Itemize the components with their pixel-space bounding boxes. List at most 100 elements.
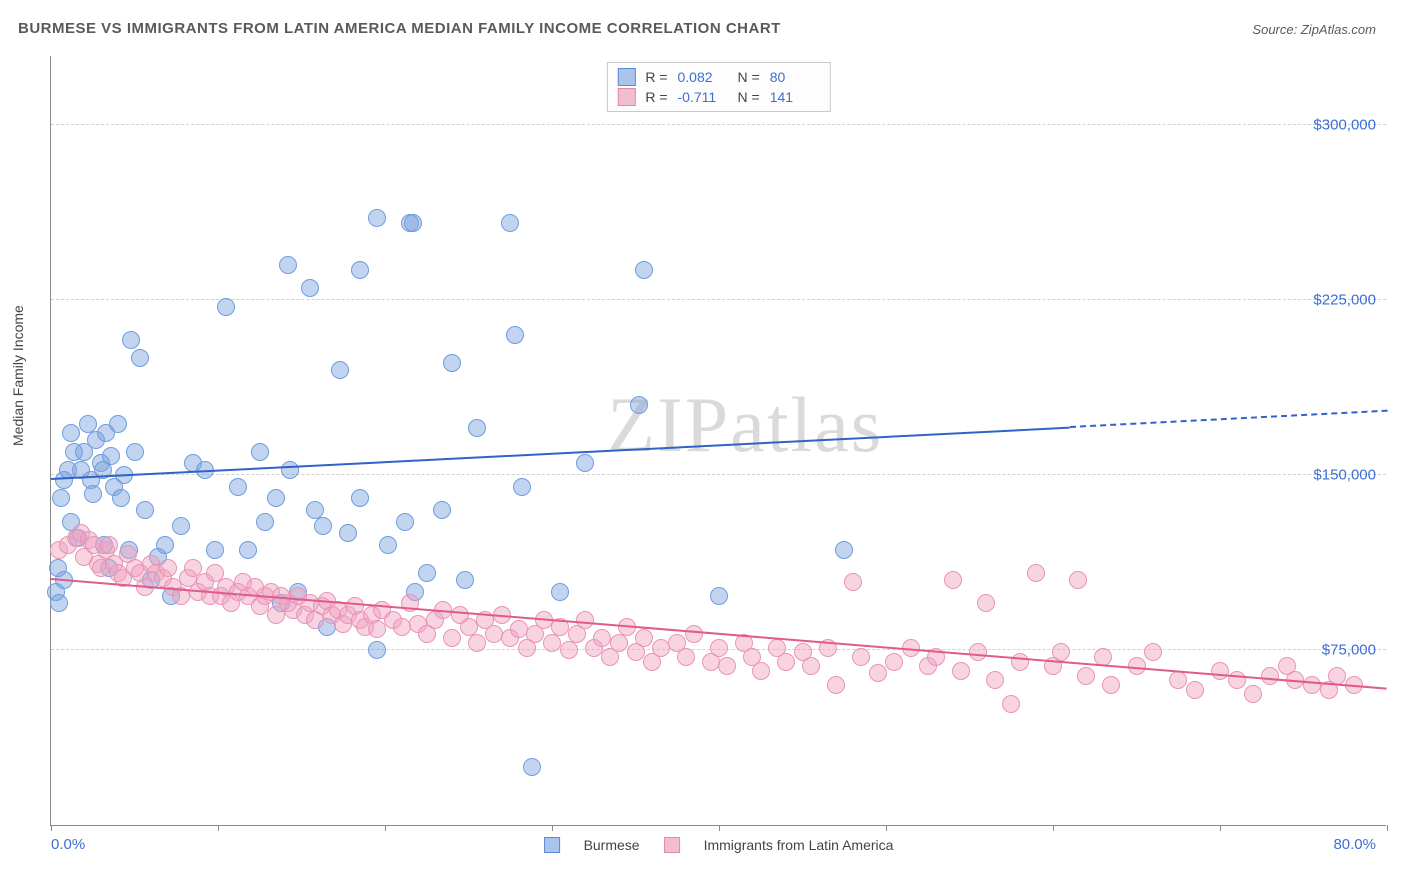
scatter-point [156, 536, 174, 554]
swatch-series-2 [617, 88, 635, 106]
scatter-point [1077, 667, 1095, 685]
stat-n-value-1: 80 [770, 69, 820, 85]
scatter-point [460, 618, 478, 636]
x-axis-tick [385, 825, 386, 831]
y-axis-tick-label: $75,000 [1322, 642, 1376, 659]
x-axis-tick [719, 825, 720, 831]
scatter-point [1261, 667, 1279, 685]
scatter-point [126, 443, 144, 461]
scatter-point [84, 485, 102, 503]
scatter-point [239, 541, 257, 559]
plot-area: ZIPatlas R = 0.082 N = 80 R = -0.711 N =… [50, 56, 1386, 826]
scatter-point [351, 261, 369, 279]
scatter-point [443, 629, 461, 647]
scatter-point [777, 653, 795, 671]
chart-title: BURMESE VS IMMIGRANTS FROM LATIN AMERICA… [18, 20, 781, 37]
scatter-point [501, 214, 519, 232]
trend-line [51, 426, 1070, 479]
scatter-point [136, 501, 154, 519]
scatter-point [368, 620, 386, 638]
y-axis-tick-label: $225,000 [1313, 292, 1376, 309]
scatter-point [79, 415, 97, 433]
scatter-point [885, 653, 903, 671]
y-axis-tick-label: $300,000 [1313, 117, 1376, 134]
scatter-point [752, 662, 770, 680]
scatter-point [351, 489, 369, 507]
scatter-point [468, 419, 486, 437]
source-label: Source: [1252, 22, 1297, 37]
scatter-point [652, 639, 670, 657]
scatter-point [560, 641, 578, 659]
source-attribution: Source: ZipAtlas.com [1252, 22, 1376, 37]
scatter-point [1211, 662, 1229, 680]
stats-row-series-2: R = -0.711 N = 141 [617, 87, 819, 107]
scatter-point [102, 447, 120, 465]
series-legend: Burmese Immigrants from Latin America [544, 837, 894, 853]
scatter-point [1186, 681, 1204, 699]
scatter-point [485, 625, 503, 643]
scatter-point [62, 424, 80, 442]
scatter-point [1102, 676, 1120, 694]
scatter-point [802, 657, 820, 675]
x-axis-max-label: 80.0% [1333, 836, 1376, 853]
scatter-point [306, 501, 324, 519]
scatter-point [281, 461, 299, 479]
scatter-point [404, 214, 422, 232]
scatter-point [217, 298, 235, 316]
gridline [51, 474, 1386, 475]
scatter-point [122, 331, 140, 349]
scatter-point [396, 513, 414, 531]
scatter-point [635, 629, 653, 647]
stat-n-label: N = [738, 89, 760, 105]
legend-label-2: Immigrants from Latin America [704, 837, 894, 853]
scatter-point [443, 354, 461, 372]
scatter-point [610, 634, 628, 652]
scatter-point [835, 541, 853, 559]
scatter-point [468, 634, 486, 652]
scatter-point [172, 517, 190, 535]
scatter-point [685, 625, 703, 643]
scatter-point [1328, 667, 1346, 685]
scatter-point [339, 524, 357, 542]
scatter-point [1027, 564, 1045, 582]
scatter-point [944, 571, 962, 589]
scatter-point [635, 261, 653, 279]
scatter-point [593, 629, 611, 647]
x-axis-tick [51, 825, 52, 831]
scatter-point [1052, 643, 1070, 661]
scatter-point [1169, 671, 1187, 689]
gridline [51, 299, 1386, 300]
trend-line-extrapolated [1070, 410, 1387, 428]
scatter-point [630, 396, 648, 414]
x-axis-tick [886, 825, 887, 831]
scatter-point [576, 611, 594, 629]
scatter-point [986, 671, 1004, 689]
stat-n-value-2: 141 [770, 89, 820, 105]
stat-n-label: N = [738, 69, 760, 85]
legend-label-1: Burmese [584, 837, 640, 853]
swatch-series-1 [617, 68, 635, 86]
scatter-point [827, 676, 845, 694]
stat-r-label: R = [645, 69, 667, 85]
scatter-point [52, 489, 70, 507]
legend-swatch-1 [544, 837, 560, 853]
scatter-point [510, 620, 528, 638]
scatter-point [251, 443, 269, 461]
scatter-point [576, 454, 594, 472]
stats-legend-box: R = 0.082 N = 80 R = -0.711 N = 141 [606, 62, 830, 112]
scatter-point [710, 639, 728, 657]
y-axis-tick-label: $150,000 [1313, 467, 1376, 484]
scatter-point [513, 478, 531, 496]
scatter-point [523, 758, 541, 776]
scatter-point [100, 536, 118, 554]
scatter-point [718, 657, 736, 675]
scatter-point [368, 641, 386, 659]
scatter-point [456, 571, 474, 589]
scatter-point [50, 594, 68, 612]
scatter-point [1144, 643, 1162, 661]
x-axis-tick [1053, 825, 1054, 831]
scatter-point [256, 513, 274, 531]
scatter-point [301, 279, 319, 297]
scatter-point [206, 541, 224, 559]
scatter-point [433, 501, 451, 519]
